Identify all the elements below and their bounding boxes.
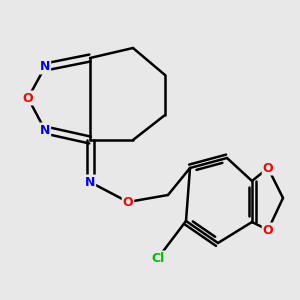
- Text: Cl: Cl: [152, 251, 165, 265]
- Text: O: O: [263, 224, 273, 236]
- Text: O: O: [23, 92, 33, 104]
- Text: N: N: [40, 124, 50, 136]
- Text: O: O: [263, 161, 273, 175]
- Text: N: N: [40, 61, 50, 74]
- Text: O: O: [123, 196, 133, 208]
- Text: N: N: [85, 176, 95, 188]
